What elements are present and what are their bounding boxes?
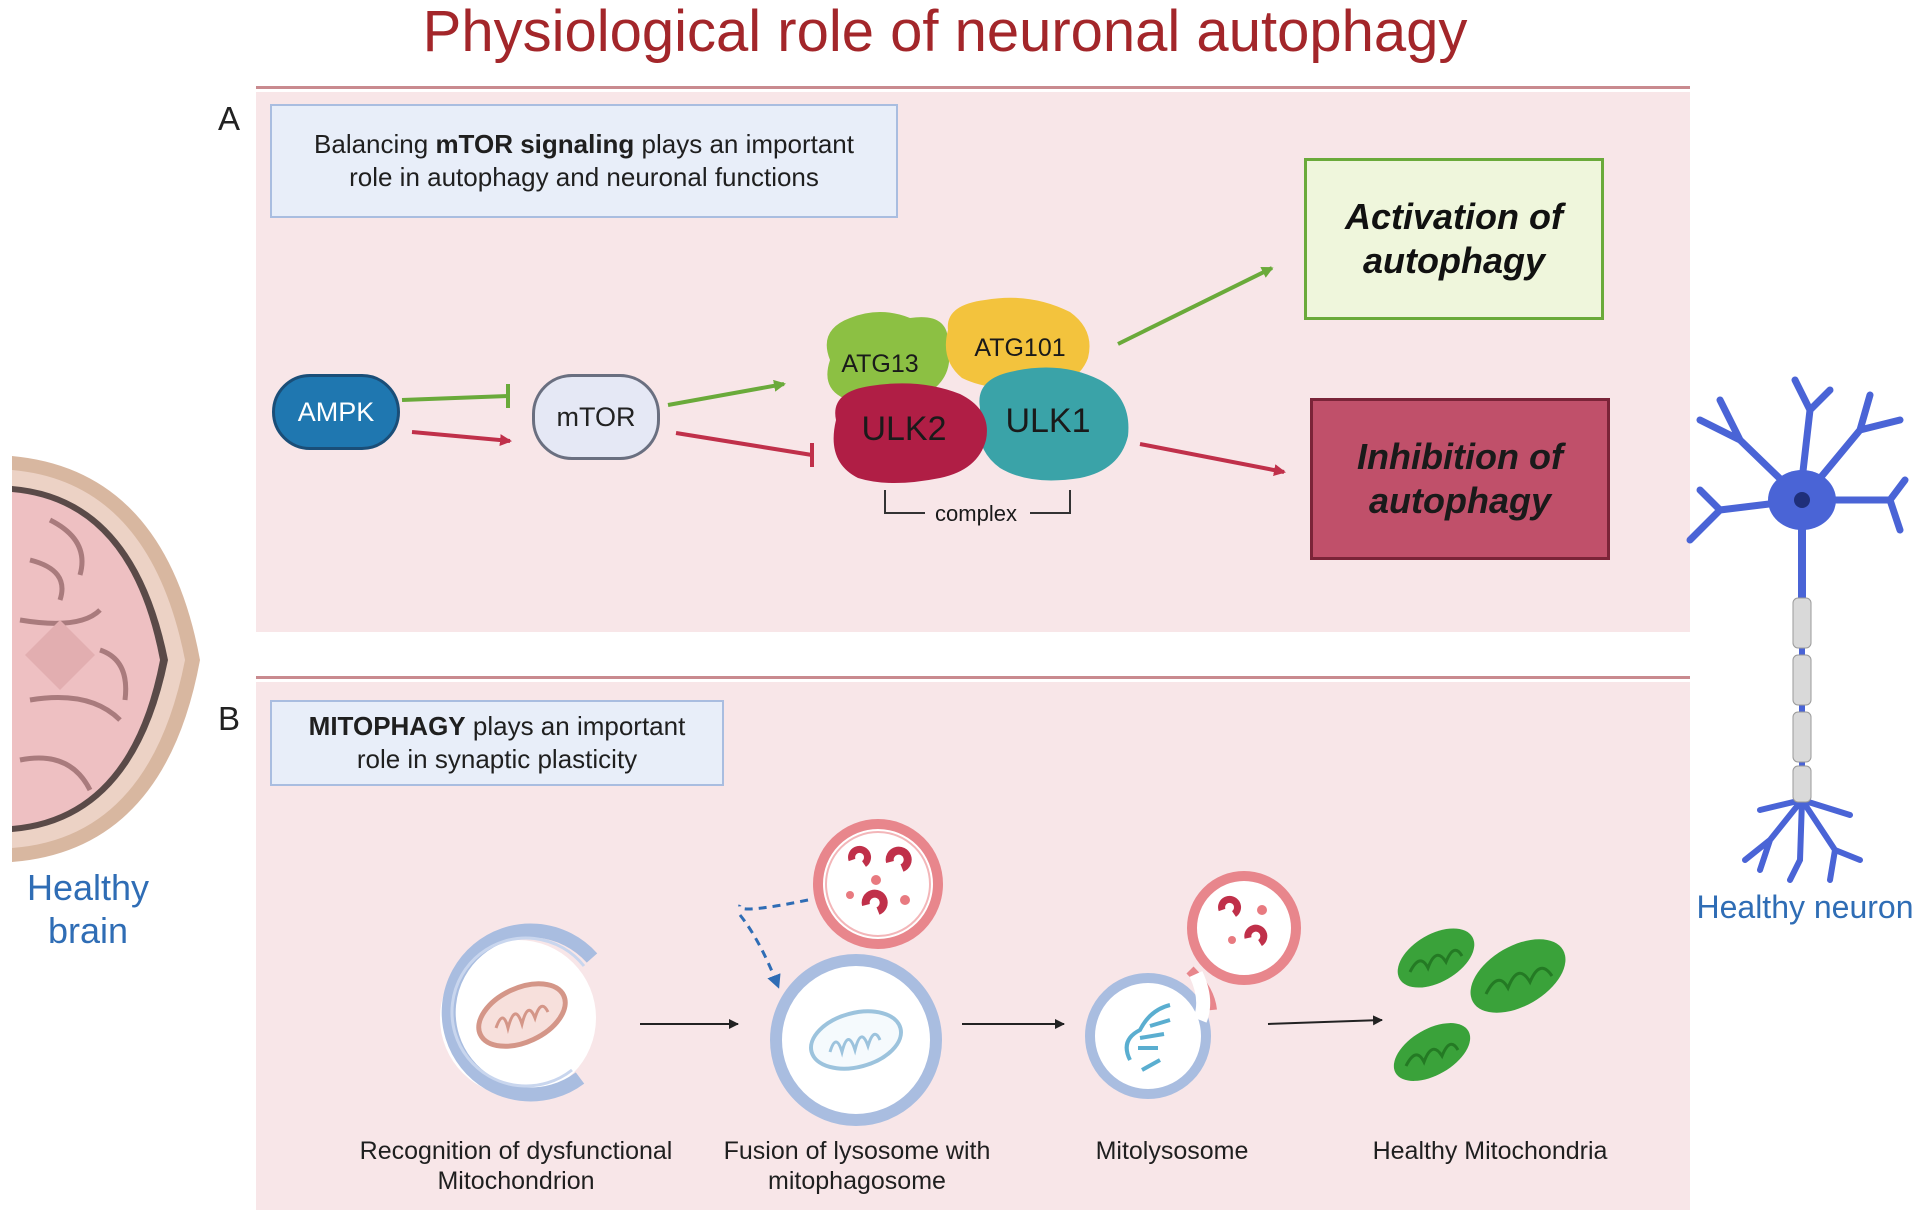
mtor-to-complex-green-arrow <box>667 379 786 407</box>
atg101-label: ATG101 <box>974 334 1065 362</box>
mtor-node: mTOR <box>532 374 660 460</box>
panel-a-rule <box>256 86 1690 89</box>
atg13-label: ATG13 <box>841 350 918 378</box>
healthy-brain-label: Healthy brain <box>26 867 150 951</box>
step1-illustration <box>440 923 598 1102</box>
panel-b-label: B <box>218 700 241 737</box>
healthy-neuron-label: Healthy neuron <box>1696 889 1914 925</box>
step2-caption: Fusion of lysosome with mitophagosome <box>723 1137 991 1195</box>
step2-illustration <box>738 819 943 1126</box>
ulk1-blob <box>978 367 1129 481</box>
ampk-node: AMPK <box>272 374 400 450</box>
ampk-activates-mtor-arrow <box>411 430 512 447</box>
neuron-axon <box>1792 528 1812 803</box>
panel-a-label: A <box>218 100 241 137</box>
mtor-inhibits-complex-line <box>675 431 813 457</box>
complex-label: complex <box>935 501 1017 526</box>
panel-b-note-post: plays an important role in synaptic plas… <box>356 711 686 774</box>
panel-a-note-pre: Balancing <box>314 129 436 159</box>
ulk1-label: ULK1 <box>1005 402 1090 440</box>
figure-title: Physiological role of neuronal autophagy <box>422 0 1468 64</box>
ampk-inhibits-mtor-line <box>401 394 509 402</box>
to-activation-arrow <box>1117 266 1274 346</box>
step3-to-step4-arrow <box>1267 1015 1383 1026</box>
brain-illustration <box>12 456 200 862</box>
inhibition-of-autophagy-box: Inhibition of autophagy <box>1310 398 1610 560</box>
panel-a-note-bold: mTOR signaling <box>435 129 635 159</box>
panel-a-note-post: plays an important role in autophagy and… <box>349 129 854 192</box>
complex-bracket <box>884 490 1071 514</box>
neuron-nucleus <box>1794 492 1810 508</box>
activation-of-autophagy-box: Activation of autophagy <box>1304 158 1604 320</box>
ulk2-blob <box>833 383 987 483</box>
atg13-blob <box>826 312 950 404</box>
to-inhibition-arrow <box>1139 442 1286 476</box>
panel-b-note: MITOPHAGY plays an important role in syn… <box>270 700 724 786</box>
ulk2-label: ULK2 <box>861 410 946 448</box>
step4-caption: Healthy Mitochondria <box>1372 1137 1608 1165</box>
panel-a-note: Balancing mTOR signaling plays an import… <box>270 104 898 218</box>
panel-b-rule <box>256 676 1690 679</box>
atg101-blob <box>945 297 1090 389</box>
step4-illustration <box>1393 928 1566 1081</box>
step3-caption: Mitolysosome <box>1095 1137 1249 1165</box>
step1-caption: Recognition of dysfunctional Mitochondri… <box>359 1137 673 1195</box>
step3-illustration <box>1085 871 1301 1099</box>
panel-b-note-bold: MITOPHAGY <box>308 711 466 741</box>
